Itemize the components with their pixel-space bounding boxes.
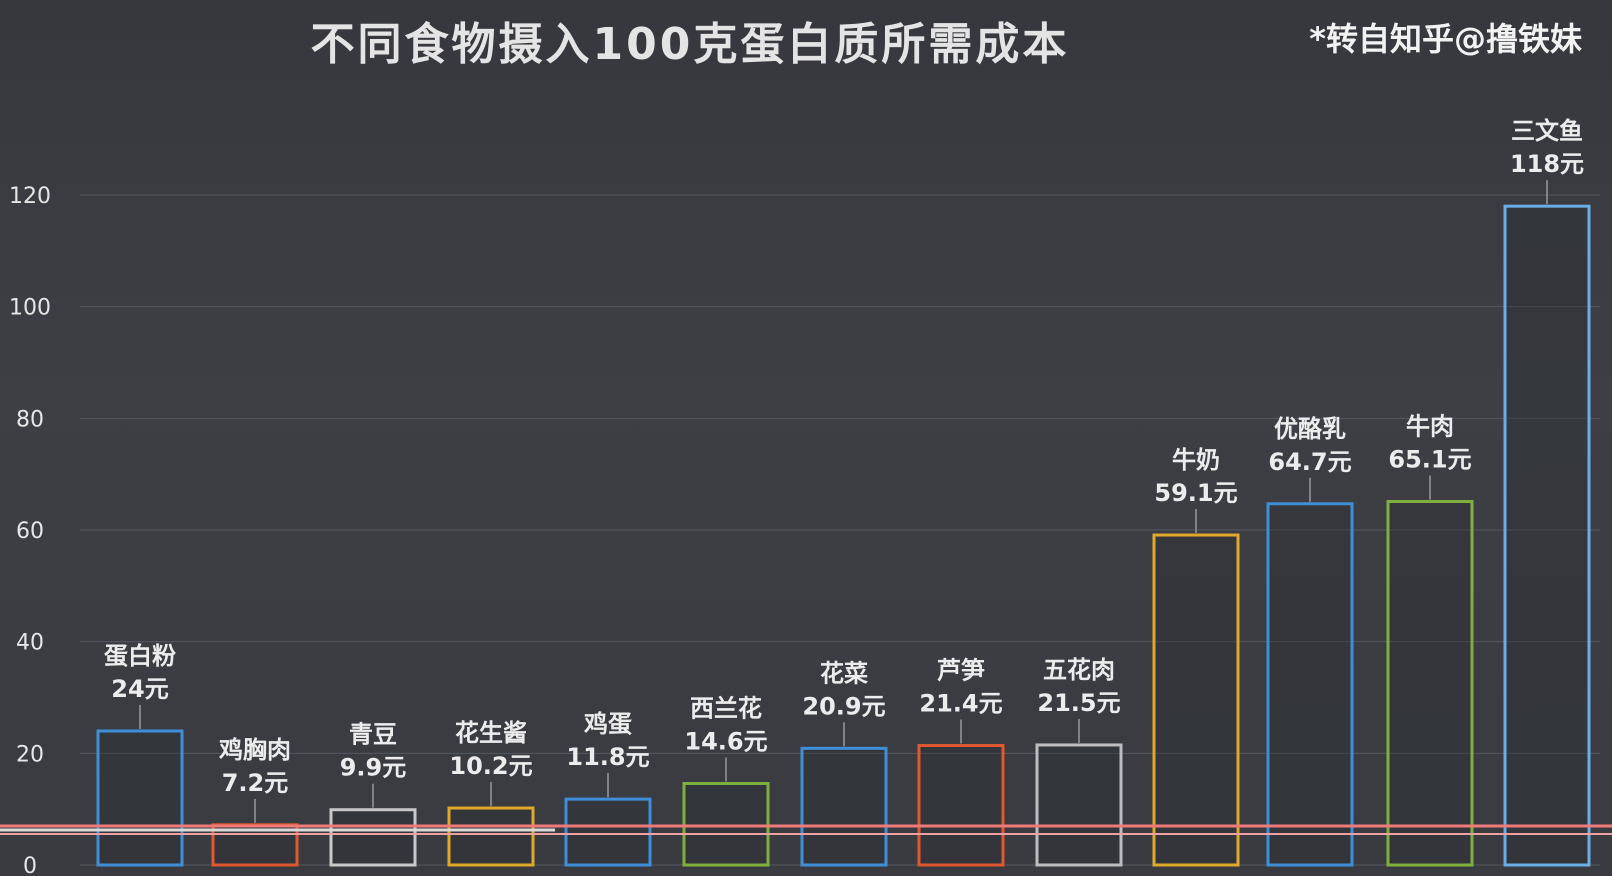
bar-value-label: 64.7元 xyxy=(1268,448,1351,476)
y-tick-label: 120 xyxy=(9,184,51,209)
bar-value-label: 20.9元 xyxy=(802,692,885,720)
bar-category-label: 蛋白粉 xyxy=(104,642,176,670)
bar xyxy=(96,729,184,867)
bar-category-label: 花生酱 xyxy=(455,719,527,747)
bar-category-label: 三文鱼 xyxy=(1511,117,1583,145)
bar-value-label: 21.5元 xyxy=(1037,689,1120,717)
bar-value-label: 59.1元 xyxy=(1154,479,1237,507)
bar xyxy=(682,781,770,867)
bar xyxy=(1386,500,1474,867)
y-tick-label: 40 xyxy=(16,631,44,656)
source-credit: *转自知乎@撸铁妹 xyxy=(1309,20,1582,58)
bar xyxy=(800,746,888,867)
y-tick-label: 20 xyxy=(16,742,44,767)
bar xyxy=(1266,502,1354,867)
bar-category-label: 青豆 xyxy=(349,721,397,749)
bar-value-label: 65.1元 xyxy=(1388,446,1471,474)
y-tick-label: 60 xyxy=(16,519,44,544)
y-tick-label: 0 xyxy=(23,854,37,876)
bar xyxy=(917,744,1005,867)
bar-category-label: 牛奶 xyxy=(1172,446,1220,474)
bar xyxy=(1035,743,1123,867)
bar-category-label: 西兰花 xyxy=(690,694,762,722)
bar-category-label: 鸡蛋 xyxy=(583,710,632,738)
bar xyxy=(1152,533,1240,867)
bar xyxy=(564,797,652,867)
y-tick-label: 100 xyxy=(9,296,51,321)
bar-value-label: 10.2元 xyxy=(449,752,532,780)
bar-value-label: 24元 xyxy=(111,675,168,703)
bar-category-label: 花菜 xyxy=(820,659,868,687)
bar-category-label: 五花肉 xyxy=(1043,656,1115,684)
bar-category-label: 牛肉 xyxy=(1406,413,1454,441)
bar-value-label: 9.9元 xyxy=(340,754,407,782)
chart-title: 不同食物摄入100克蛋白质所需成本 xyxy=(310,19,1070,70)
bar-value-label: 11.8元 xyxy=(566,743,649,771)
bar xyxy=(329,808,417,867)
bar-value-label: 14.6元 xyxy=(684,727,767,755)
bar xyxy=(447,806,535,867)
bar-category-label: 鸡胸肉 xyxy=(218,736,291,764)
bar-value-label: 7.2元 xyxy=(222,769,289,797)
bar-value-label: 21.4元 xyxy=(919,690,1002,718)
bar xyxy=(1503,204,1591,867)
bar-category-label: 优酪乳 xyxy=(1274,415,1346,443)
bar-category-label: 芦笋 xyxy=(937,657,985,685)
bar-value-label: 118元 xyxy=(1510,150,1584,178)
y-tick-label: 80 xyxy=(16,407,44,432)
